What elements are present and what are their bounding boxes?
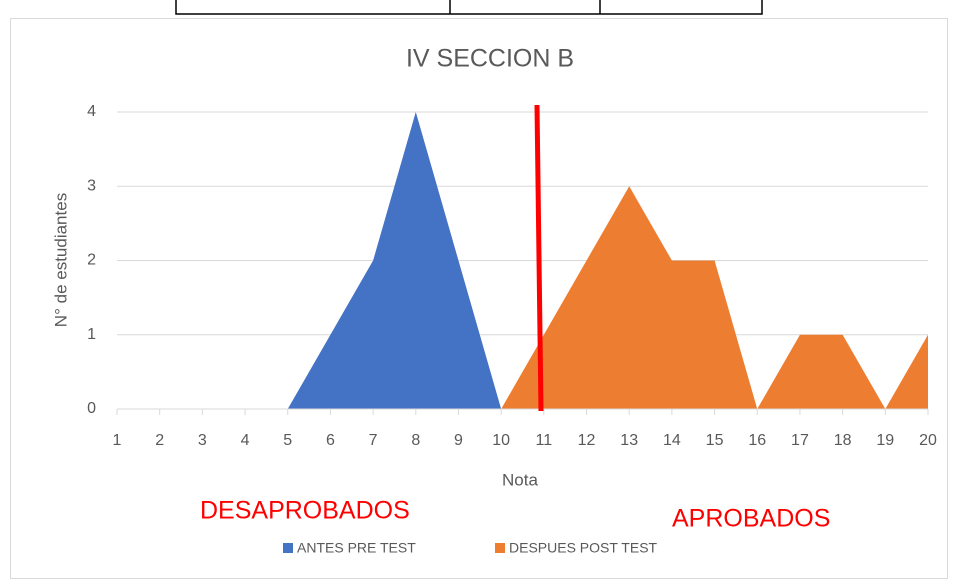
x-tick-label: 2 — [155, 432, 164, 449]
y-tick-label: 2 — [87, 252, 96, 269]
x-tick-label: 6 — [326, 432, 335, 449]
x-tick-label: 17 — [791, 432, 809, 449]
x-tick-label: 14 — [663, 432, 681, 449]
x-tick-label: 12 — [578, 432, 596, 449]
x-tick-label: 7 — [369, 432, 378, 449]
annotation: DESAPROBADOS — [200, 497, 410, 525]
y-axis-label: N° de estudiantes — [51, 193, 70, 327]
x-tick-label: 19 — [876, 432, 894, 449]
x-tick-label: 10 — [492, 432, 510, 449]
table-fragment — [175, 0, 763, 15]
y-tick-label: 0 — [87, 400, 96, 417]
area — [117, 186, 928, 409]
legend-label: ANTES PRE TEST — [297, 540, 416, 556]
legend-swatch — [283, 543, 293, 553]
chart-frame — [10, 18, 948, 579]
y-tick-label: 4 — [87, 103, 96, 120]
x-tick-label: 18 — [834, 432, 852, 449]
y-tick-label: 1 — [87, 326, 96, 343]
y-tick-label: 3 — [87, 177, 96, 194]
legend-swatch — [495, 543, 505, 553]
divider-line — [534, 104, 544, 412]
x-tick-label: 1 — [113, 432, 122, 449]
x-tick-label: 5 — [283, 432, 292, 449]
x-tick-label: 4 — [241, 432, 250, 449]
x-tick-label: 3 — [198, 432, 207, 449]
x-tick-label: 11 — [536, 432, 553, 449]
x-tick-label: 13 — [620, 432, 638, 449]
legend-label: DESPUES POST TEST — [509, 540, 658, 556]
x-tick-label: 16 — [748, 432, 766, 449]
annotation: APROBADOS — [672, 505, 830, 533]
legend: ANTES PRE TEST DESPUES POST TEST — [283, 540, 658, 556]
x-tick-label: 8 — [411, 432, 420, 449]
x-tick-label: 20 — [919, 432, 937, 449]
x-tick-label: 15 — [706, 432, 724, 449]
chart-title: IV SECCION B — [406, 45, 574, 73]
x-axis-label: Nota — [502, 470, 538, 489]
x-tick-label: 9 — [454, 432, 463, 449]
